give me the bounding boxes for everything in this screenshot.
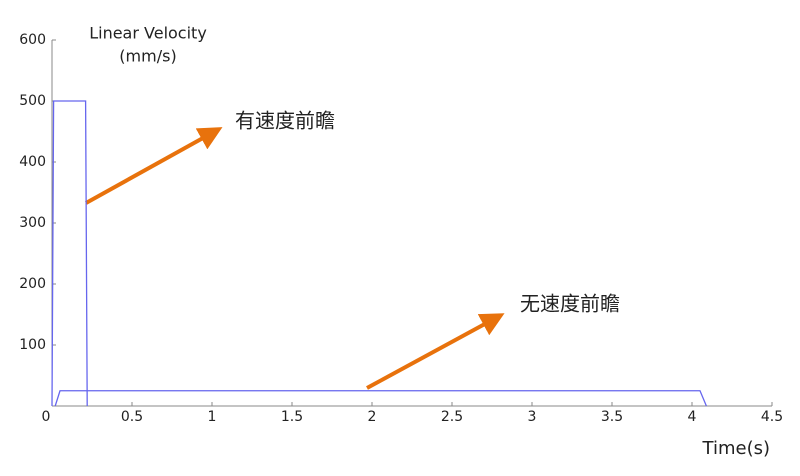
y-tick-label: 600 xyxy=(19,32,46,48)
x-tick-label: 0.5 xyxy=(121,409,143,425)
x-tick-label: 2 xyxy=(368,409,377,425)
x-tick-label: 4.5 xyxy=(761,409,783,425)
x-tick-label: 2.5 xyxy=(441,409,463,425)
y-tick-label: 200 xyxy=(19,276,46,292)
y-axis-label: (mm/s) xyxy=(119,47,176,66)
x-tick-label: 4 xyxy=(688,409,697,425)
arrow xyxy=(366,313,505,390)
line-series xyxy=(54,390,707,407)
x-axis-label: Time(s) xyxy=(702,438,770,459)
x-tick-label: 1.5 xyxy=(281,409,303,425)
y-tick-label: 400 xyxy=(19,154,46,170)
x-tick-label: 3 xyxy=(528,409,537,425)
y-axis-label: Linear Velocity xyxy=(89,24,207,43)
x-tick-label: 1 xyxy=(208,409,217,425)
y-tick-label: 500 xyxy=(19,93,46,109)
y-tick-label: 300 xyxy=(19,215,46,231)
annotation: 有速度前瞻 xyxy=(235,109,335,133)
line-series xyxy=(51,100,88,407)
y-tick-label: 100 xyxy=(19,337,46,353)
annotation: 无速度前瞻 xyxy=(520,292,620,316)
x-tick-label: 3.5 xyxy=(601,409,623,425)
arrow xyxy=(85,127,223,205)
x-tick-label: 0 xyxy=(42,409,51,425)
